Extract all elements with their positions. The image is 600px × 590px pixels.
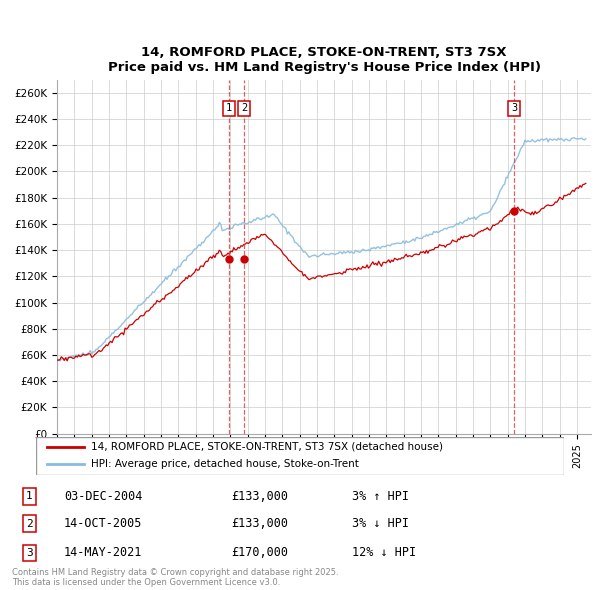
Text: 1: 1: [226, 103, 232, 113]
Text: £170,000: £170,000: [231, 546, 288, 559]
Text: £133,000: £133,000: [231, 517, 288, 530]
Text: 3: 3: [26, 548, 32, 558]
Text: 1: 1: [26, 491, 32, 501]
Text: HPI: Average price, detached house, Stoke-on-Trent: HPI: Average price, detached house, Stok…: [91, 459, 359, 469]
Text: 14-MAY-2021: 14-MAY-2021: [64, 546, 142, 559]
Text: 2: 2: [26, 519, 32, 529]
Text: 14, ROMFORD PLACE, STOKE-ON-TRENT, ST3 7SX (detached house): 14, ROMFORD PLACE, STOKE-ON-TRENT, ST3 7…: [91, 442, 443, 452]
Title: 14, ROMFORD PLACE, STOKE-ON-TRENT, ST3 7SX
Price paid vs. HM Land Registry's Hou: 14, ROMFORD PLACE, STOKE-ON-TRENT, ST3 7…: [107, 47, 541, 74]
Text: 12% ↓ HPI: 12% ↓ HPI: [352, 546, 416, 559]
Text: 14-OCT-2005: 14-OCT-2005: [64, 517, 142, 530]
Text: 3% ↑ HPI: 3% ↑ HPI: [352, 490, 409, 503]
FancyBboxPatch shape: [36, 437, 564, 475]
Text: 3: 3: [511, 103, 517, 113]
Text: 2: 2: [241, 103, 247, 113]
Text: £133,000: £133,000: [231, 490, 288, 503]
Text: 03-DEC-2004: 03-DEC-2004: [64, 490, 142, 503]
Text: 3% ↓ HPI: 3% ↓ HPI: [352, 517, 409, 530]
Text: Contains HM Land Registry data © Crown copyright and database right 2025.
This d: Contains HM Land Registry data © Crown c…: [12, 568, 338, 587]
